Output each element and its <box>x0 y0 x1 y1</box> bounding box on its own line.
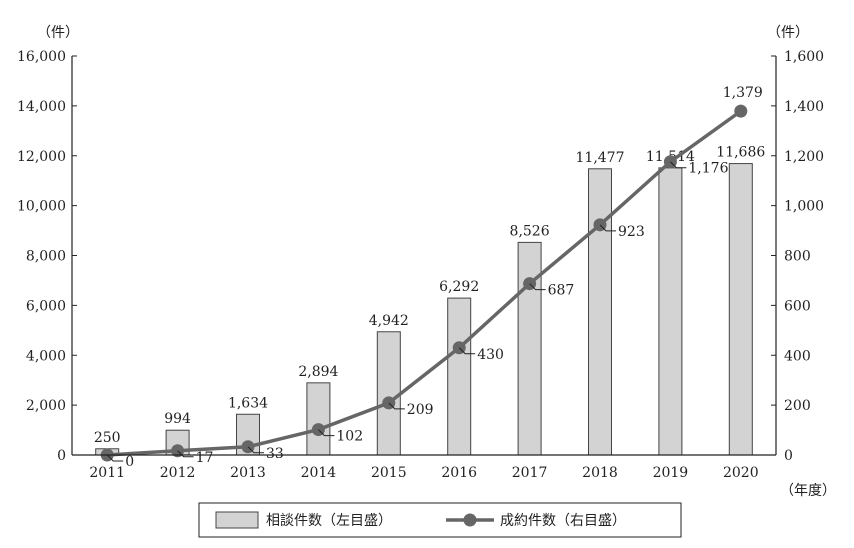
line-value-label: 430 <box>477 347 504 363</box>
bar <box>447 297 472 456</box>
x-axis: 2011 2012 2013 2014 2015 2016 2017 2018 2019 2020 <box>72 454 776 481</box>
line-label-leader <box>106 454 124 462</box>
x-axis-tick-label: 2018 <box>582 465 618 481</box>
right-axis-unit: （件） <box>767 25 809 41</box>
right-axis-tick-label: 200 <box>784 398 811 414</box>
line-label-leader <box>388 402 405 410</box>
line-value-label: 17 <box>196 450 214 466</box>
x-axis-tick-label: 2019 <box>653 465 689 481</box>
legend-line-label: 成約件数（右目盛） <box>500 513 626 529</box>
right-axis-tick-label: 1,000 <box>784 199 824 215</box>
left-axis-tick-label: 10,000 <box>17 199 66 215</box>
left-axis-tick-label: 14,000 <box>17 99 66 115</box>
bar-value-label: 11,686 <box>716 145 765 161</box>
right-axis-tick-label: 800 <box>784 249 811 265</box>
x-axis-tick-label: 2020 <box>723 465 759 481</box>
left-axis: 0 2,000 4,000 6,000 8,000 10,000 12,000 14,000 1… <box>17 49 77 464</box>
right-axis-tick-label: 0 <box>784 448 793 464</box>
bar-value-label: 994 <box>164 411 191 427</box>
x-axis-tick-label: 2017 <box>512 465 548 481</box>
line-value-label: 1,379 <box>723 85 763 101</box>
bar <box>728 163 753 456</box>
x-axis-unit: （年度） <box>780 483 836 499</box>
right-axis-tick-label: 400 <box>784 348 811 364</box>
bar-value-label: 1,634 <box>228 395 268 411</box>
line-value-label: 687 <box>548 283 575 299</box>
bar <box>517 241 542 456</box>
right-axis-tick-label: 1,200 <box>784 149 824 165</box>
line-value-label: 923 <box>618 224 645 240</box>
legend-line-marker <box>463 513 477 527</box>
left-axis-tick-label: 2,000 <box>26 398 66 414</box>
bar-value-label: 2,894 <box>298 364 338 380</box>
right-axis-tick-label: 600 <box>784 298 811 314</box>
right-axis-tick-label: 1,400 <box>784 99 824 115</box>
line-value-label: 0 <box>125 454 134 470</box>
x-axis-tick-label: 2012 <box>160 465 196 481</box>
left-axis-tick-label: 0 <box>57 448 66 464</box>
line-value-label: 1,176 <box>688 161 728 177</box>
line-point <box>734 104 748 118</box>
left-axis-tick-label: 6,000 <box>26 298 66 314</box>
bar <box>376 331 401 456</box>
right-axis: 0 200 400 600 800 1,000 1,200 1,400 1,600 <box>771 49 824 464</box>
legend-bar-label: 相談件数（左目盛） <box>266 513 392 529</box>
bar <box>588 168 612 456</box>
line-value-label: 209 <box>407 402 434 418</box>
left-axis-tick-label: 8,000 <box>26 249 66 265</box>
line-label-leader <box>247 446 264 454</box>
line-value-label: 33 <box>266 446 284 462</box>
left-axis-unit: （件） <box>37 25 79 41</box>
bar <box>306 382 331 456</box>
bar-value-label: 11,477 <box>576 150 625 166</box>
line-label-leader <box>529 283 546 291</box>
bar-series: 250 994 1,634 2,894 4,942 6,292 8,526 11,477 11,… <box>94 145 765 456</box>
line-label-leader <box>177 450 194 458</box>
x-axis-tick-label: 2016 <box>441 465 477 481</box>
legend: 相談件数（左目盛） 成約件数（右目盛） <box>198 502 682 538</box>
bar-value-label: 6,292 <box>439 279 479 295</box>
legend-bar-swatch <box>215 511 259 529</box>
x-axis-tick-label: 2014 <box>301 465 337 481</box>
x-axis-tick-label: 2015 <box>371 465 407 481</box>
x-axis-tick-label: 2013 <box>230 465 266 481</box>
line-path <box>107 109 742 457</box>
line-value-label: 102 <box>336 429 363 445</box>
legend-box <box>198 502 682 538</box>
line-label-leader <box>599 224 616 232</box>
line-series: 0 17 33 102 209 430 687 923 1,176 1,379 <box>100 85 763 470</box>
line-label-leader <box>670 161 687 169</box>
right-axis-tick-label: 1,600 <box>784 49 824 65</box>
bar-value-label: 8,526 <box>510 223 550 239</box>
left-axis-tick-label: 12,000 <box>17 149 66 165</box>
line-label-leader <box>318 429 335 437</box>
bar-value-label: 250 <box>94 430 121 446</box>
line-label-leader <box>458 347 476 355</box>
bar <box>658 167 683 456</box>
x-axis-tick-label: 2011 <box>89 465 125 481</box>
bar-value-label: 4,942 <box>369 313 409 329</box>
left-axis-tick-label: 16,000 <box>17 49 66 65</box>
left-axis-tick-label: 4,000 <box>26 348 66 364</box>
